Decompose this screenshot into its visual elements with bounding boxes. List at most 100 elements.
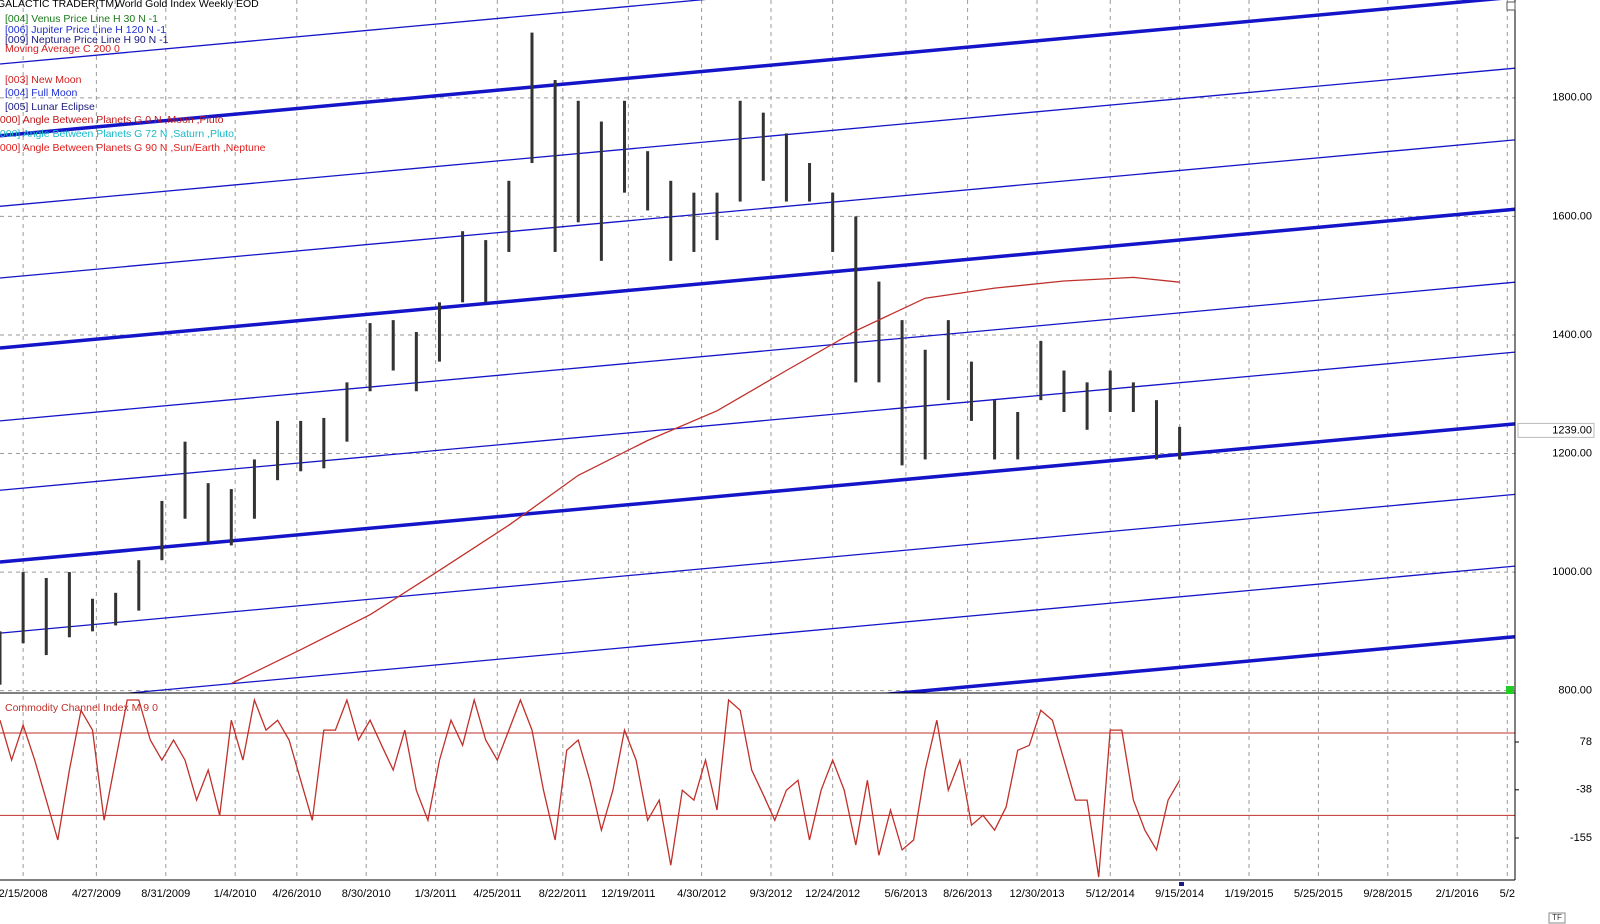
y-tick-label: 800.00 bbox=[1558, 685, 1592, 697]
axes: 2/15/2008 4/27/2009 8/31/2009 1/4/2010 4/26/… bbox=[0, 92, 1595, 900]
price-bar bbox=[1131, 382, 1135, 413]
price-bar bbox=[391, 320, 395, 371]
y-tick-label: 1000.00 bbox=[1552, 566, 1592, 578]
price-bar bbox=[1039, 340, 1043, 401]
app-title: GALACTIC TRADER(TM) bbox=[0, 0, 118, 10]
price-bar bbox=[1154, 400, 1158, 460]
corner-button[interactable] bbox=[1506, 1, 1516, 11]
legend-entry: [003] New Moon bbox=[5, 74, 82, 86]
price-bar bbox=[784, 133, 788, 202]
price-lines bbox=[0, 0, 1515, 693]
price-bar bbox=[1178, 426, 1182, 460]
price-bar bbox=[160, 500, 164, 561]
price-bar bbox=[437, 302, 441, 362]
x-tick-label: 8/26/2013 bbox=[943, 888, 992, 900]
legend: GALACTIC TRADER(TM) World Gold Index Wee… bbox=[0, 0, 266, 154]
panel-title: Commodity Channel Index M 9 0 bbox=[5, 702, 158, 714]
price-bar bbox=[322, 417, 326, 469]
x-tick-label: 2/15/2008 bbox=[0, 888, 48, 900]
price-bar bbox=[368, 323, 372, 392]
x-tick-label: 1/3/2011 bbox=[415, 888, 457, 900]
price-line bbox=[0, 0, 1502, 138]
price-line bbox=[0, 67, 1515, 207]
price-bar bbox=[1062, 370, 1066, 413]
price-line bbox=[0, 281, 1515, 422]
price-bar bbox=[0, 631, 2, 685]
last-price-label: 1239.00 bbox=[1552, 424, 1592, 436]
price-bar bbox=[946, 320, 950, 401]
price-bar bbox=[969, 361, 973, 421]
x-tick-label: 12/24/2012 bbox=[805, 888, 860, 900]
legend-entry: [004] Full Moon bbox=[5, 87, 78, 99]
price-bar bbox=[646, 151, 650, 211]
x-tick-label: 9/28/2015 bbox=[1363, 888, 1412, 900]
legend-entry: Moving Average C 200 0 bbox=[5, 43, 120, 55]
price-bar bbox=[900, 320, 904, 466]
price-bar bbox=[854, 216, 858, 383]
x-tick-label: 9/3/2012 bbox=[750, 888, 793, 900]
price-bar bbox=[715, 192, 719, 241]
legend-entry: [005] Lunar Eclipse bbox=[5, 101, 95, 113]
price-line bbox=[0, 422, 1515, 564]
x-tick-label: 2/1/2016 bbox=[1436, 888, 1479, 900]
x-tick-label: 1/4/2010 bbox=[214, 888, 257, 900]
price-bar bbox=[345, 382, 349, 442]
price-bar bbox=[692, 192, 696, 252]
legend-entry: [000] Angle Between Planets G 90 N ,Sun/… bbox=[0, 142, 266, 154]
legend-entry: [006] Jupiter Price Line H 120 N -1 bbox=[5, 24, 166, 36]
legend-entry: [009] Neptune Price Line H 90 N -1 bbox=[5, 34, 169, 46]
cci-line bbox=[0, 697, 1181, 878]
y-tick-label: 1600.00 bbox=[1552, 210, 1592, 222]
price-bar bbox=[252, 459, 256, 519]
scroll-marker[interactable] bbox=[1179, 882, 1184, 886]
y-tick-label: 1400.00 bbox=[1552, 329, 1592, 341]
price-line bbox=[0, 493, 1515, 634]
y-tick-label: -155 bbox=[1570, 832, 1592, 844]
price-bar bbox=[21, 572, 25, 644]
price-bar bbox=[44, 577, 48, 656]
price-bar bbox=[507, 180, 511, 252]
last-price-box bbox=[1517, 422, 1595, 438]
cci-panel bbox=[0, 697, 1515, 878]
status-marker bbox=[1506, 686, 1514, 694]
legend-entry: [004] Venus Price Line H 30 N -1 bbox=[5, 13, 158, 25]
price-bar bbox=[669, 180, 673, 261]
price-bar bbox=[91, 598, 95, 632]
legend-entry: [000] Angle Between Planets G 72 N ,Satu… bbox=[0, 128, 234, 140]
price-bar bbox=[553, 80, 557, 252]
price-bar bbox=[623, 100, 627, 193]
price-bar bbox=[761, 112, 765, 181]
price-bar bbox=[484, 240, 488, 303]
price-bar bbox=[993, 400, 997, 460]
price-bar bbox=[530, 32, 534, 164]
price-bar bbox=[461, 231, 465, 303]
grid bbox=[0, 0, 1515, 880]
x-tick-label: 4/27/2009 bbox=[72, 888, 121, 900]
y-tick-label: 1800.00 bbox=[1552, 92, 1592, 104]
y-tick-label: 78 bbox=[1580, 736, 1592, 748]
price-bar bbox=[1085, 382, 1089, 430]
price-bars bbox=[0, 32, 1182, 685]
price-bar bbox=[1108, 370, 1112, 413]
instrument-title: World Gold Index Weekly EOD bbox=[115, 0, 259, 10]
price-bar bbox=[229, 489, 233, 546]
x-tick-label: 5/6/2013 bbox=[885, 888, 928, 900]
legend-entry: [000] Angle Between Planets G 0 N ,Moon … bbox=[0, 114, 224, 126]
price-bar bbox=[877, 281, 881, 383]
y-tick-label: 1200.00 bbox=[1552, 447, 1592, 459]
tf-button[interactable] bbox=[1548, 912, 1566, 924]
x-tick-label: 12/19/2011 bbox=[601, 888, 655, 900]
x-tick-label: 4/26/2010 bbox=[272, 888, 321, 900]
price-bar bbox=[67, 572, 71, 638]
x-tick-label: 8/31/2009 bbox=[141, 888, 190, 900]
price-line bbox=[0, 207, 1515, 350]
x-tick-label: 5/12/2014 bbox=[1086, 888, 1135, 900]
tf-button-label: TF bbox=[1552, 913, 1562, 922]
price-bar bbox=[738, 100, 742, 202]
price-line bbox=[0, 139, 1515, 279]
price-bar bbox=[414, 331, 418, 392]
x-tick-label: 5/2 bbox=[1500, 888, 1515, 900]
price-line bbox=[122, 565, 1515, 693]
